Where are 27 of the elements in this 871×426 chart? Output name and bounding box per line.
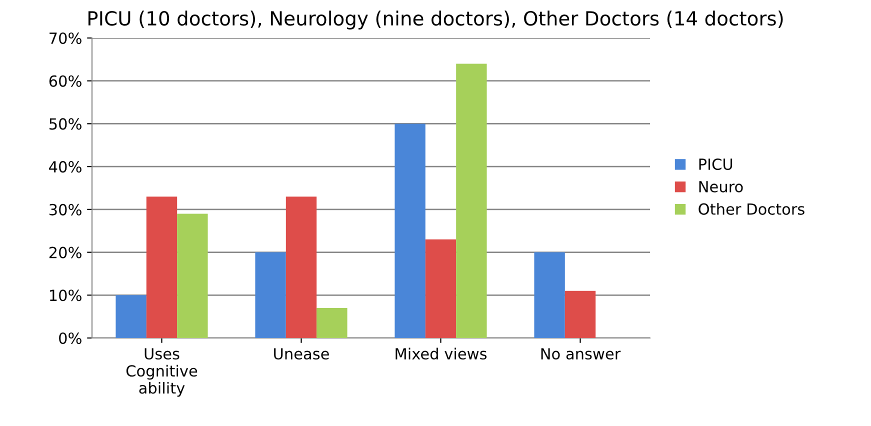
bar <box>534 252 565 338</box>
legend-label: Neuro <box>699 181 743 192</box>
y-tick-label: 20% <box>49 246 82 258</box>
bar <box>177 214 208 338</box>
x-tick-label: Unease <box>274 348 329 360</box>
y-tick-label: 50% <box>50 118 82 130</box>
y-tick-label: 30% <box>49 204 82 216</box>
bar <box>116 295 146 338</box>
y-tick-label: 10% <box>50 290 82 302</box>
chart-title: PICU (10 doctors), Neurology (nine doctors), Other Doctors (14 doctors) <box>88 10 783 30</box>
x-tick-label: No answer <box>541 348 621 360</box>
bar <box>564 290 596 338</box>
y-tick-label: 40% <box>49 161 82 173</box>
x-tick-label: Uses Cognitive ability <box>126 348 198 397</box>
bar <box>394 124 426 338</box>
bar <box>456 64 487 338</box>
bar <box>425 239 456 338</box>
bar <box>146 196 178 338</box>
x-tick-label: Mixed views <box>396 348 487 360</box>
bar <box>316 308 348 338</box>
y-tick-label: 70% <box>50 32 82 44</box>
legend-label: PICU <box>699 158 732 170</box>
y-tick-label: 60% <box>49 75 82 87</box>
bar <box>255 252 286 338</box>
legend-label: Other Doctors <box>698 203 804 215</box>
bar <box>286 196 317 338</box>
y-tick-label: 0% <box>59 332 82 344</box>
